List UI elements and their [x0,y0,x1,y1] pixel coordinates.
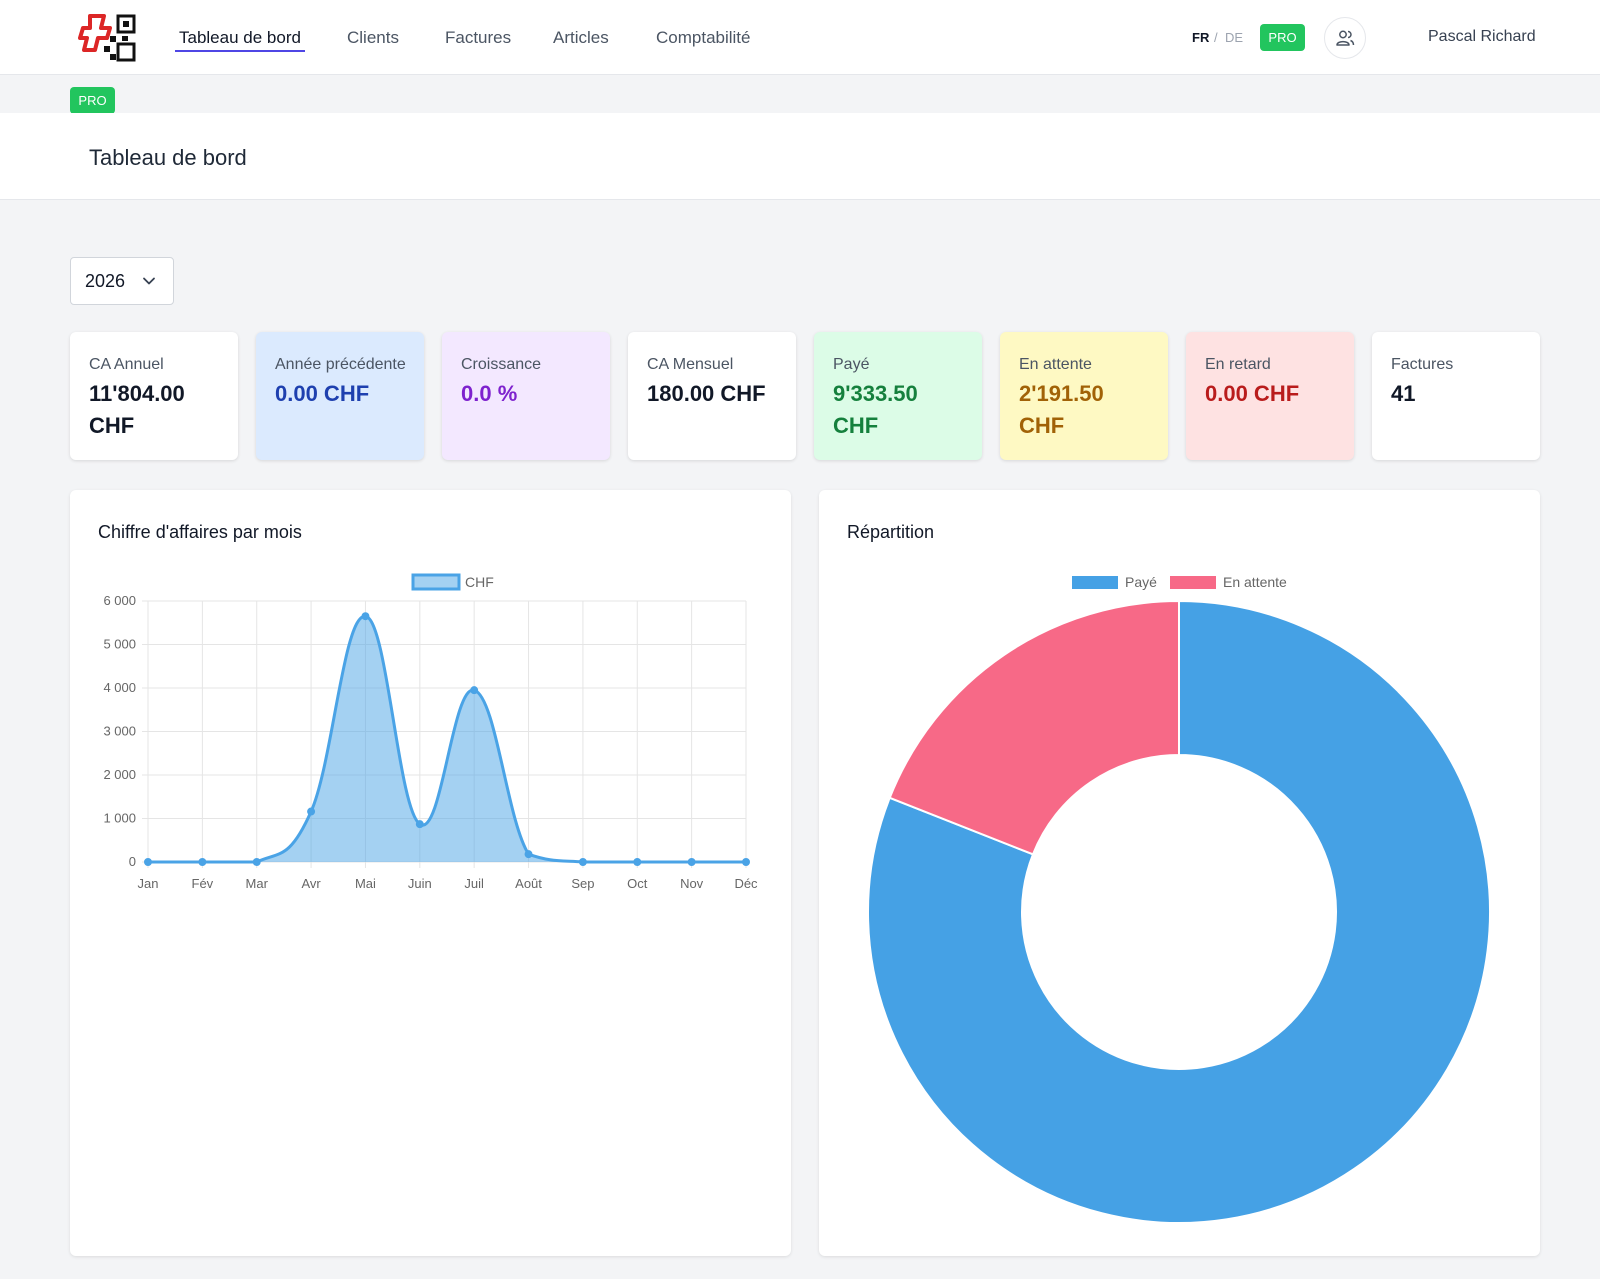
y-tick-label: 0 [129,854,136,869]
data-point[interactable] [198,858,207,866]
pro-badge: PRO [1260,24,1305,51]
kpi-value: 41 [1391,381,1416,406]
legend-swatch-paye [1072,576,1118,589]
legend-label-chf[interactable]: CHF [465,574,494,590]
kpi-paye: Payé 9'333.50 CHF [814,332,982,460]
nav-comptabilite[interactable]: Comptabilité [656,28,751,47]
legend-swatch-chf [411,573,461,591]
page-title: Tableau de bord [89,145,247,170]
x-tick-label: Oct [627,876,648,891]
nav-factures[interactable]: Factures [445,28,512,47]
kpi-value: 11'804.00 CHF [89,381,185,438]
data-point[interactable] [633,858,642,866]
kpi-ca-annuel: CA Annuel 11'804.00 CHF [70,332,238,460]
donut-slice-en-attente[interactable] [888,599,1180,856]
kpi-label: Payé [833,356,870,373]
year-select-value: 2026 [85,270,126,291]
kpi-label: Factures [1391,356,1454,373]
nav-articles[interactable]: Articles [553,28,609,47]
data-point[interactable] [742,858,750,866]
legend-label-en-attente[interactable]: En attente [1223,574,1287,590]
x-tick-label: Déc [734,876,758,891]
split-chart-title: Répartition [847,522,935,542]
donut-slice-paye[interactable] [867,599,1491,1224]
kpi-ca-mensuel: CA Mensuel 180.00 CHF [628,332,796,460]
app-logo-icon[interactable] [78,14,138,62]
data-point[interactable] [307,807,316,816]
y-tick-label: 5 000 [103,637,136,652]
page-header: Tableau de bord [0,113,1600,200]
kpi-value: 0.0 % [461,381,518,406]
y-tick-label: 4 000 [103,680,136,695]
data-point[interactable] [361,612,370,621]
kpi-croissance: Croissance 0.0 % [442,332,610,460]
kpi-en-retard: En retard 0.00 CHF [1186,332,1354,460]
lang-separator: / [1214,30,1218,45]
year-select[interactable]: 2026 [70,257,174,305]
series-area-chf [148,616,746,862]
data-point[interactable] [144,858,152,866]
data-point[interactable] [470,686,479,695]
x-tick-label: Juin [408,876,432,891]
kpi-value: 180.00 CHF [647,381,766,406]
kpi-value: 2'191.50 CHF [1019,381,1104,438]
kpi-factures: Factures 41 [1372,332,1540,460]
lang-de-link[interactable]: DE [1225,30,1244,45]
nav-clients[interactable]: Clients [347,28,399,47]
pro-badge-sub: PRO [70,87,115,114]
y-tick-label: 1 000 [103,811,136,826]
x-tick-label: Mar [246,876,269,891]
kpi-value: 0.00 CHF [275,381,370,406]
y-tick-label: 3 000 [103,724,136,739]
kpi-value: 0.00 CHF [1205,381,1300,406]
monthly-chart-title: Chiffre d'affaires par mois [98,522,302,542]
data-point[interactable] [252,858,261,866]
x-tick-label: Mai [355,876,376,891]
x-tick-label: Août [515,876,542,891]
series-line-chf [148,614,746,864]
x-tick-label: Nov [680,876,704,891]
lang-fr-link[interactable]: FR [1192,30,1210,45]
kpi-value: 9'333.50 CHF [833,381,918,438]
kpi-label: CA Annuel [89,356,164,373]
monthly-revenue-card: Chiffre d'affaires par mois 6 000 5 000 4 … [70,490,791,1256]
x-tick-label: Avr [301,876,321,891]
repartition-chart[interactable]: Payé En attente [819,490,1540,1256]
y-tick-label: 6 000 [103,593,136,608]
kpi-label: Croissance [461,356,542,373]
repartition-card: Répartition Payé En attente [819,490,1540,1256]
kpi-label: En retard [1205,356,1271,373]
x-tick-label: Sep [571,876,594,891]
kpi-en-attente: En attente 2'191.50 CHF [1000,332,1168,460]
x-tick-label: Fév [192,876,214,891]
kpi-annee-precedente: Année précédente 0.00 CHF [256,332,424,460]
y-tick-label: 2 000 [103,767,136,782]
users-icon [1336,30,1355,46]
kpi-label: En attente [1019,356,1092,373]
legend-swatch-en-attente [1170,576,1216,589]
x-tick-label: Juil [464,876,484,891]
nav-tableau-de-bord[interactable]: Tableau de bord [179,28,301,47]
top-navbar: Tableau de bord Clients Factures Article… [0,0,1600,75]
kpi-label: CA Mensuel [647,356,734,373]
legend-label-paye[interactable]: Payé [1125,574,1157,590]
data-point[interactable] [415,820,424,829]
x-tick-label: Jan [138,876,159,891]
users-button[interactable] [1324,17,1366,59]
user-name[interactable]: Pascal Richard [1428,28,1536,45]
data-point[interactable] [687,858,696,866]
data-point[interactable] [524,850,533,859]
chevron-down-icon [143,277,155,285]
kpi-label: Année précédente [275,356,406,373]
data-point[interactable] [578,858,587,866]
nav-active-underline [175,50,305,52]
